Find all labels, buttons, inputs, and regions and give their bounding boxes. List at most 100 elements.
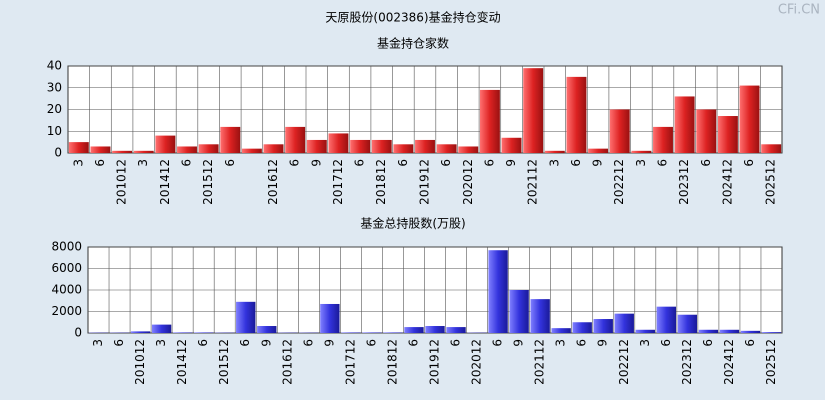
x-tick-label: 202012 xyxy=(461,159,475,205)
bar xyxy=(530,299,550,333)
bar xyxy=(112,150,133,153)
x-tick-label: 202312 xyxy=(680,339,694,385)
bar xyxy=(677,314,698,333)
chart-title: 基金持仓家数 xyxy=(377,36,449,51)
x-tick-label: 202512 xyxy=(764,159,778,205)
y-tick-label: 4000 xyxy=(51,283,82,297)
x-tick-label: 6 xyxy=(575,339,589,347)
bar xyxy=(674,96,695,153)
x-tick-label: 201812 xyxy=(385,339,399,385)
x-tick-label: 201412 xyxy=(175,339,189,385)
x-tick-label: 201912 xyxy=(428,339,442,385)
x-tick-label: 6 xyxy=(301,339,315,347)
bar xyxy=(90,146,111,153)
bar xyxy=(479,89,500,153)
x-tick-label: 201412 xyxy=(158,159,172,205)
x-tick-label: 202212 xyxy=(612,159,626,205)
bar xyxy=(68,142,89,153)
x-tick-label: 6 xyxy=(180,159,194,167)
bar xyxy=(341,332,361,333)
x-tick-label: 6 xyxy=(112,339,126,347)
x-tick-label: 9 xyxy=(512,339,526,347)
x-tick-label: 3 xyxy=(136,159,150,167)
x-tick-label: 9 xyxy=(309,159,323,167)
y-tick-label: 40 xyxy=(47,59,62,73)
x-tick-label: 6 xyxy=(656,159,670,167)
x-tick-label: 3 xyxy=(638,339,652,347)
x-tick-label: 201712 xyxy=(343,339,357,385)
bar xyxy=(155,135,176,153)
chart-title: 基金总持股数(万股) xyxy=(360,216,465,231)
x-tick-label: 3 xyxy=(634,159,648,167)
x-tick-label: 6 xyxy=(396,159,410,167)
bar xyxy=(198,144,219,153)
bar xyxy=(415,139,435,153)
main-title: 天原股份(002386)基金持仓变动 xyxy=(325,10,500,25)
x-tick-label: 202512 xyxy=(764,339,778,385)
x-tick-label: 9 xyxy=(322,339,336,347)
bar xyxy=(761,332,782,333)
bar xyxy=(501,137,522,153)
x-tick-label: 3 xyxy=(71,159,85,167)
x-tick-label: 202112 xyxy=(533,339,547,385)
bar xyxy=(193,332,214,333)
x-tick-label: 201512 xyxy=(201,159,215,205)
bar xyxy=(593,319,613,333)
bar xyxy=(446,327,466,333)
x-tick-label: 6 xyxy=(659,339,673,347)
x-tick-label: 6 xyxy=(742,159,756,167)
bar xyxy=(761,144,782,153)
bar xyxy=(133,150,154,153)
bar xyxy=(588,148,609,153)
x-tick-label: 202312 xyxy=(677,159,691,205)
bar xyxy=(328,133,349,153)
x-tick-label: 6 xyxy=(701,339,715,347)
y-tick-label: 30 xyxy=(47,80,62,94)
y-tick-label: 2000 xyxy=(51,304,82,318)
bar xyxy=(257,326,277,333)
y-tick-label: 0 xyxy=(74,326,82,340)
bar xyxy=(739,85,760,153)
bar xyxy=(551,328,571,333)
bar xyxy=(656,306,677,333)
bar xyxy=(653,126,673,153)
x-tick-label: 201012 xyxy=(133,339,147,385)
x-tick-label: 6 xyxy=(223,159,237,167)
bar xyxy=(130,331,151,333)
bar xyxy=(635,329,655,333)
bar xyxy=(740,330,761,333)
bar xyxy=(263,144,284,153)
bar xyxy=(371,139,392,153)
x-tick-label: 6 xyxy=(482,159,496,167)
x-tick-label: 6 xyxy=(364,339,378,347)
x-tick-label: 3 xyxy=(554,339,568,347)
bar xyxy=(488,250,508,333)
bar xyxy=(717,116,738,153)
x-tick-label: 6 xyxy=(569,159,583,167)
x-tick-label: 201512 xyxy=(217,339,231,385)
y-tick-label: 6000 xyxy=(51,261,82,275)
x-tick-label: 201912 xyxy=(418,159,432,205)
bar xyxy=(404,327,424,333)
x-tick-label: 202412 xyxy=(720,159,734,205)
x-tick-label: 202112 xyxy=(526,159,540,205)
watermark: CFi.CN xyxy=(778,3,820,18)
bar xyxy=(177,146,197,153)
bar xyxy=(151,324,172,333)
y-tick-label: 20 xyxy=(47,102,62,116)
x-tick-label: 9 xyxy=(259,339,273,347)
bar xyxy=(698,329,719,333)
x-tick-label: 202412 xyxy=(722,339,736,385)
x-tick-label: 202212 xyxy=(617,339,631,385)
x-tick-label: 3 xyxy=(154,339,168,347)
x-tick-label: 6 xyxy=(93,159,107,167)
bar xyxy=(631,150,652,153)
bar xyxy=(614,313,634,333)
x-tick-label: 6 xyxy=(439,159,453,167)
x-tick-label: 6 xyxy=(353,159,367,167)
bar xyxy=(458,146,479,153)
bar xyxy=(719,329,740,333)
x-tick-label: 201612 xyxy=(280,339,294,385)
bar xyxy=(572,322,592,333)
